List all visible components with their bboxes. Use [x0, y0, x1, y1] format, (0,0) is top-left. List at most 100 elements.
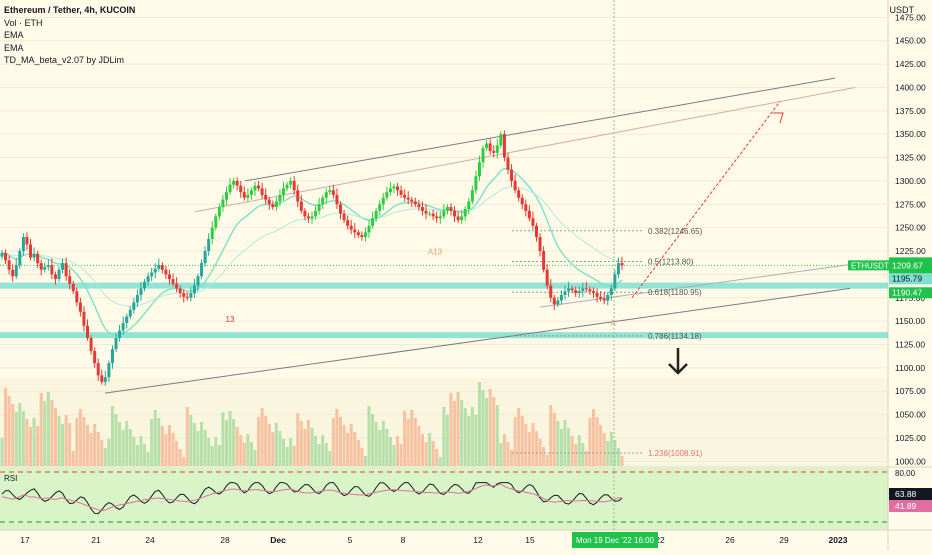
candle-body — [609, 288, 613, 295]
time-axis[interactable]: 17 21 24 28 Dec 5 8 12 15 22 26 29 2023 Mon 19 Dec '2… — [20, 532, 848, 548]
candle-body — [374, 210, 378, 219]
candle-body — [321, 197, 325, 205]
indicator-ema-1[interactable]: EMA — [4, 30, 24, 40]
candle-body — [207, 238, 211, 252]
price-tick-label: 1375.00 — [895, 106, 926, 116]
time-tick-label: 2023 — [829, 535, 848, 545]
volume-bar — [349, 424, 353, 466]
candle-body — [11, 269, 15, 277]
rsi-ma-line — [1, 483, 623, 512]
candle-body — [57, 269, 61, 280]
last-price-label: 1209.67 — [892, 260, 923, 270]
volume-bar — [463, 408, 467, 466]
volume-bar — [595, 417, 599, 466]
volume-bar — [438, 457, 442, 466]
time-tick-label: Dec — [270, 535, 286, 545]
volume-bar — [210, 446, 214, 466]
volume-bar — [46, 392, 50, 466]
candle-body — [7, 260, 11, 270]
time-tick-label: 29 — [779, 535, 789, 545]
time-tick-label: 24 — [145, 535, 155, 545]
candle-body — [428, 213, 432, 215]
candle-body — [86, 325, 90, 338]
candle-body — [356, 232, 360, 236]
volume-bar — [285, 447, 289, 466]
time-tick-label: 28 — [220, 535, 230, 545]
fib-level-label: 1.236(1008.91) — [648, 449, 703, 458]
candle-body — [435, 216, 439, 219]
volume-bar — [324, 443, 328, 466]
rsi-pane[interactable]: RSI — [0, 471, 888, 523]
volume-bar — [563, 420, 567, 466]
volume-bar — [68, 423, 72, 466]
volume-bar — [7, 396, 11, 466]
price-axis[interactable]: 1475.00 1450.00 1425.00 1400.00 1375.00 1350.… — [895, 12, 926, 478]
candle-body — [139, 288, 143, 295]
candle-body — [0, 252, 4, 257]
volume-bar — [460, 400, 464, 466]
volume-bar — [296, 413, 300, 466]
candle-body — [224, 192, 228, 200]
candle-body — [4, 252, 8, 261]
candle-body — [128, 309, 132, 317]
indicator-volume[interactable]: Vol · ETH — [4, 17, 43, 28]
volume-bar — [467, 416, 471, 466]
candle-body — [552, 297, 556, 305]
candle-body — [353, 229, 357, 233]
volume-bar — [542, 447, 546, 466]
symbol-title[interactable]: Ethereum / Tether, 4h, KUCOIN — [4, 5, 136, 15]
candle-body — [46, 265, 50, 267]
channel-mid-line — [194, 86, 856, 213]
volume-bar — [552, 413, 556, 466]
chart-legend: Ethereum / Tether, 4h, KUCOIN Vol · ETH … — [4, 4, 135, 67]
candle-body — [203, 251, 207, 264]
volume-bar — [100, 440, 104, 466]
volume-bar — [160, 426, 164, 466]
volume-bar — [232, 419, 236, 466]
volume-bar — [203, 430, 207, 466]
rsi-ma-label: 41.89 — [895, 501, 917, 511]
price-tick-label: 1350.00 — [895, 129, 926, 139]
volume-bar — [442, 407, 446, 466]
volume-bar — [317, 444, 321, 466]
candle-body — [18, 251, 22, 266]
indicator-ema-2[interactable]: EMA — [4, 42, 24, 53]
volume-bar — [21, 411, 25, 466]
volume-bar — [71, 451, 75, 466]
candle-body — [616, 263, 620, 275]
candle-body — [410, 199, 414, 202]
volume-bar — [453, 401, 457, 466]
volume-bar — [200, 422, 204, 466]
price-tick-label: 1300.00 — [895, 176, 926, 186]
candle-body — [299, 201, 303, 211]
volume-bar — [18, 403, 22, 466]
candle-body — [438, 216, 442, 219]
candle-body — [264, 194, 268, 200]
volume-bar — [182, 457, 186, 466]
projection-arrows[interactable] — [631, 101, 784, 375]
candle-body — [121, 322, 125, 331]
candles — [0, 130, 624, 386]
volume-bar — [606, 441, 610, 466]
candle-body — [502, 134, 506, 158]
rsi-background — [0, 468, 888, 530]
volume-bar — [118, 422, 122, 466]
volume-bar — [214, 437, 218, 466]
candle-body — [396, 186, 400, 191]
volume-bar — [96, 432, 100, 466]
candle-body — [349, 225, 353, 230]
channel-lower-line — [104, 287, 851, 394]
candle-body — [132, 302, 136, 310]
fib-retracement[interactable]: 0.382(1246.65) 0.5(1213.80) 0.618(1180.95)… — [512, 0, 703, 530]
candle-body — [228, 184, 232, 193]
candle-body — [36, 253, 40, 264]
volume-bar — [502, 434, 506, 466]
indicator-td-ma[interactable]: TD_MA_beta_v2.07 by JDLim — [4, 55, 125, 65]
trend-channel[interactable] — [104, 77, 861, 394]
volume-bar — [196, 431, 200, 466]
volume-bars — [0, 382, 624, 466]
volume-bar — [524, 424, 528, 466]
candle-body — [29, 244, 33, 258]
candle-body — [367, 225, 371, 233]
